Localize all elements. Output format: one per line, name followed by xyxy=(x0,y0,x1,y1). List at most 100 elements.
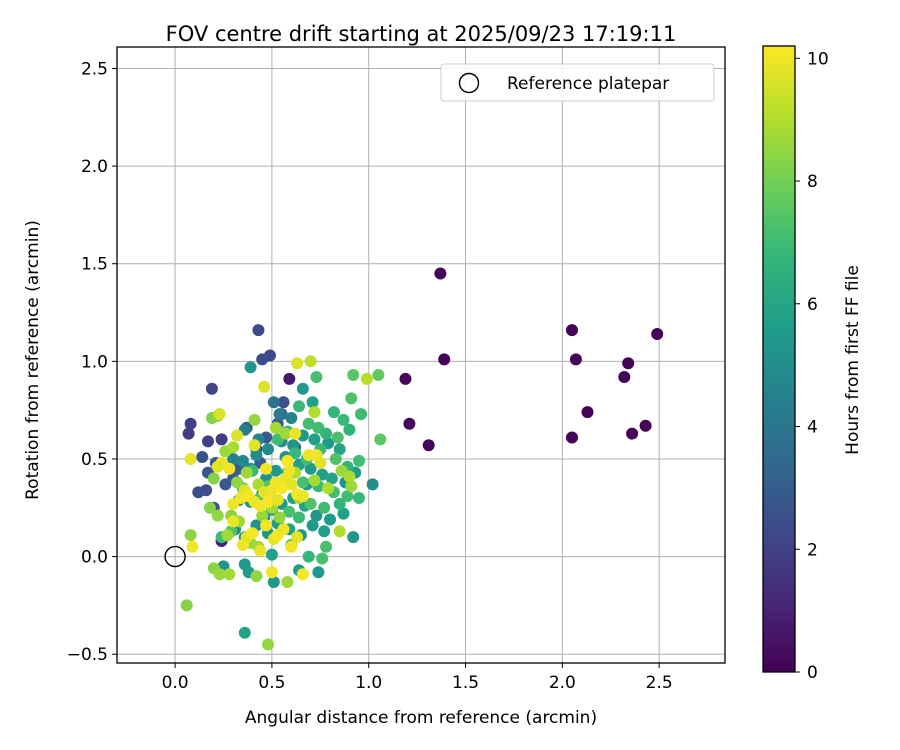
data-point xyxy=(213,568,226,581)
colorbar-tick-label: 0 xyxy=(807,663,818,683)
data-point xyxy=(316,552,329,565)
data-point xyxy=(202,435,214,448)
data-point xyxy=(347,369,360,381)
data-point xyxy=(333,525,346,538)
data-point xyxy=(244,361,257,374)
data-point xyxy=(260,519,273,532)
data-point xyxy=(403,417,416,430)
data-point xyxy=(283,464,296,477)
colorbar xyxy=(762,45,796,673)
data-point xyxy=(325,472,338,485)
data-point xyxy=(337,413,350,426)
data-point xyxy=(314,456,327,469)
data-point xyxy=(341,490,354,503)
data-point xyxy=(227,515,240,528)
data-point xyxy=(320,540,333,553)
plot-frame xyxy=(116,46,726,664)
data-point xyxy=(320,427,333,440)
legend-label: Reference platepar xyxy=(507,74,669,94)
y-tick-label: 1.0 xyxy=(81,352,108,372)
data-point xyxy=(269,464,282,477)
data-point xyxy=(258,380,271,393)
y-axis-label: Rotation from reference (arcmin) xyxy=(23,220,43,500)
data-point xyxy=(308,433,321,446)
data-point xyxy=(271,494,284,506)
data-point xyxy=(337,507,350,520)
data-point xyxy=(262,638,274,651)
data-points xyxy=(180,267,664,651)
data-point xyxy=(283,505,296,518)
chart-title: FOV centre drift starting at 2025/09/23 … xyxy=(166,22,677,46)
data-point xyxy=(302,550,315,563)
data-point xyxy=(333,497,346,510)
data-point xyxy=(273,408,286,421)
data-point xyxy=(285,540,298,553)
data-point xyxy=(221,529,234,542)
data-point xyxy=(182,427,195,440)
data-point xyxy=(246,527,259,540)
data-point xyxy=(223,568,236,581)
data-point xyxy=(333,443,346,456)
colorbar-label: Hours from first FF file xyxy=(843,265,863,455)
data-point xyxy=(345,480,358,493)
legend: Reference platepar xyxy=(440,63,715,102)
data-point xyxy=(277,523,290,536)
data-point xyxy=(250,449,263,462)
data-point xyxy=(306,519,319,532)
x-axis-ticks: 0.0 0.5 1.0 1.5 2.0 2.5 xyxy=(162,663,673,693)
data-point xyxy=(626,427,639,440)
data-point xyxy=(275,482,288,495)
data-point xyxy=(296,568,309,581)
data-point xyxy=(277,396,290,409)
data-point xyxy=(215,433,228,446)
data-point xyxy=(318,525,331,538)
data-point xyxy=(213,408,226,421)
colorbar-ticks: 0 2 4 6 8 10 xyxy=(795,49,829,683)
data-point xyxy=(366,478,379,491)
data-point xyxy=(231,476,244,489)
data-point xyxy=(273,511,286,524)
colorbar-tick-label: 4 xyxy=(807,418,818,438)
colorbar-tick-label: 2 xyxy=(807,540,818,560)
data-point xyxy=(327,406,340,419)
data-point xyxy=(347,531,360,544)
data-point xyxy=(200,484,213,497)
reference-platepar-marker xyxy=(164,545,186,568)
data-point xyxy=(203,501,216,514)
data-point xyxy=(205,382,218,395)
data-point xyxy=(291,531,304,544)
data-point xyxy=(267,576,280,588)
data-point xyxy=(639,419,652,432)
data-point xyxy=(566,324,578,337)
data-point xyxy=(331,431,344,444)
x-tick-label: 2.5 xyxy=(646,673,673,693)
data-point xyxy=(296,382,309,395)
data-point xyxy=(374,433,387,446)
data-point xyxy=(211,509,224,522)
data-point xyxy=(304,462,317,475)
data-point xyxy=(180,599,193,612)
data-point xyxy=(296,476,309,489)
x-tick-label: 0.5 xyxy=(258,673,285,693)
data-point xyxy=(618,371,631,383)
data-point xyxy=(306,396,319,409)
y-tick-label: −0.5 xyxy=(67,645,108,665)
colorbar-tick-label: 8 xyxy=(807,172,818,192)
data-point xyxy=(238,626,251,639)
data-point xyxy=(267,396,280,409)
data-point xyxy=(262,495,274,508)
data-point xyxy=(343,423,356,436)
data-point xyxy=(265,566,278,579)
colorbar-tick-label: 10 xyxy=(807,49,829,69)
legend-marker-open-circle xyxy=(458,72,480,94)
data-point xyxy=(360,372,373,385)
data-point xyxy=(262,443,274,456)
data-point xyxy=(265,548,278,561)
data-point xyxy=(291,357,304,370)
data-point xyxy=(310,509,323,522)
y-tick-label: 2.5 xyxy=(81,59,108,79)
data-point xyxy=(353,454,365,467)
data-point xyxy=(279,427,292,440)
data-point xyxy=(227,441,240,454)
